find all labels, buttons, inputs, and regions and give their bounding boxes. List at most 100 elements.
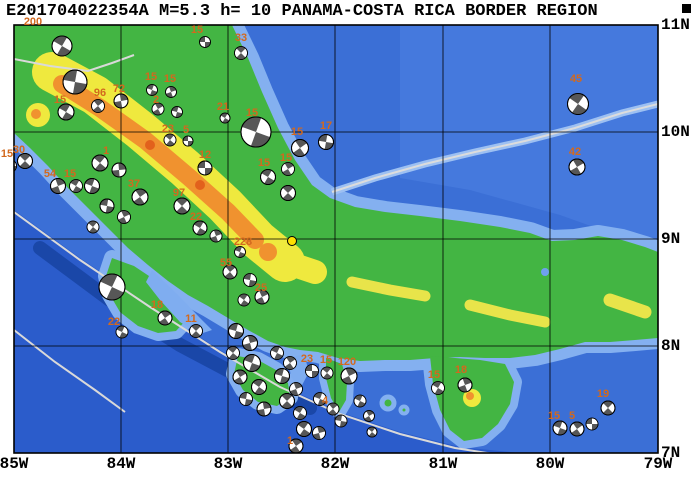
focal-mechanism-ball xyxy=(320,366,334,380)
focal-mechanism-ball xyxy=(256,401,272,417)
island-small xyxy=(398,404,410,416)
focal-mechanism-ball xyxy=(131,188,149,206)
focal-mechanism-ball xyxy=(199,36,211,48)
ball-depth-label: 15 xyxy=(64,168,76,180)
focal-mechanism-ball xyxy=(111,162,127,178)
focal-mechanism-ball xyxy=(291,139,309,157)
border-line xyxy=(14,54,135,73)
focal-mechanism-ball xyxy=(254,289,270,305)
focal-mechanism-ball xyxy=(209,229,223,243)
lon-label: 79W xyxy=(643,455,673,473)
focal-mechanism-ball xyxy=(288,438,304,453)
ball-depth-label: 18 xyxy=(151,299,163,311)
peak-2 xyxy=(195,180,205,190)
ball-depth-label: 18 xyxy=(455,364,467,376)
ball-depth-label: 96 xyxy=(94,87,106,99)
focal-mechanism-ball xyxy=(182,135,194,147)
ball-depth-label: 54 xyxy=(44,168,57,180)
ball-depth-label: 15 xyxy=(291,126,303,138)
focal-mechanism-ball xyxy=(189,324,203,338)
focal-mechanism-ball xyxy=(219,112,231,124)
ball-depth-label: 33 xyxy=(235,32,247,44)
lon-label: 80W xyxy=(535,455,565,473)
focal-mechanism-ball xyxy=(192,220,208,236)
focal-mechanism-ball xyxy=(334,414,348,428)
ball-depth-label: 15 xyxy=(246,107,258,119)
ball-depth-label: 30 xyxy=(13,144,25,156)
ball-depth-label: 2 xyxy=(153,94,159,106)
lon-label: 84W xyxy=(106,455,136,473)
ball-depth-label: 15 xyxy=(258,157,270,169)
focal-mechanism-ball xyxy=(57,103,75,121)
focal-mechanism-ball xyxy=(222,264,238,280)
focal-mechanism-ball xyxy=(568,158,586,176)
ball-depth-label: 15 xyxy=(548,410,560,422)
ball-depth-label: 45 xyxy=(570,73,582,85)
ball-depth-label: 15 xyxy=(428,369,440,381)
focal-mechanism-ball xyxy=(234,46,248,60)
ball-depth-label: 19 xyxy=(597,388,609,400)
focal-mechanism-ball xyxy=(232,369,248,385)
focal-mechanism-ball xyxy=(431,381,445,395)
focal-mechanism-ball xyxy=(173,197,191,215)
gulf-nicoya xyxy=(146,270,212,334)
focal-mechanism-ball xyxy=(62,69,88,95)
ball-depth-label: 120 xyxy=(338,356,356,368)
focal-mechanism-ball xyxy=(283,356,297,370)
ball-depth-label: 42 xyxy=(569,146,581,158)
focal-mechanism-ball xyxy=(567,93,589,115)
ball-depth-label: 22 xyxy=(108,316,120,328)
focal-mechanism-ball xyxy=(226,346,240,360)
page-title: E201704022354A M=5.3 h= 10 PANAMA-COSTA … xyxy=(6,2,598,21)
ball-depth-label: 97 xyxy=(173,187,185,199)
lat-label: 9N xyxy=(661,230,681,248)
focal-mechanism-ball xyxy=(51,35,73,57)
lat-label: 11N xyxy=(661,16,690,34)
map-terrain xyxy=(14,25,658,453)
ball-depth-label: 15 xyxy=(164,73,176,85)
focal-mechanism-ball xyxy=(50,178,66,194)
focal-mechanism-ball xyxy=(260,169,276,185)
focal-mechanism-ball xyxy=(99,198,115,214)
focal-mechanism-ball xyxy=(17,153,33,169)
focal-mechanism-ball xyxy=(239,392,253,406)
ball-depth-label: 15 xyxy=(1,148,13,160)
trench-line xyxy=(14,211,494,453)
ball-depth-label: 200 xyxy=(24,16,42,28)
focal-mechanism-ball xyxy=(281,162,295,176)
focal-mechanism-ball xyxy=(312,426,326,440)
focal-mechanism-ball xyxy=(251,379,267,395)
focal-mechanism-ball xyxy=(270,346,284,360)
focal-mechanism-layer xyxy=(14,35,616,453)
focal-mechanism-ball xyxy=(146,84,158,96)
focal-mechanism-ball xyxy=(240,116,272,148)
lon-label: 83W xyxy=(213,455,243,473)
focal-mechanism-ball xyxy=(363,410,375,422)
focal-mechanism-ball xyxy=(84,178,100,194)
lon-label: 81W xyxy=(428,455,458,473)
ball-depth-label: 23 xyxy=(162,123,174,135)
focal-mechanism-ball xyxy=(293,406,307,420)
ball-depth-label: 37 xyxy=(128,178,140,190)
lon-label: 82W xyxy=(320,455,350,473)
focal-mechanism-ball xyxy=(243,354,261,372)
focal-mechanism-ball xyxy=(163,133,177,147)
highlands-high-blob xyxy=(259,243,277,261)
highlands-mid-east xyxy=(273,250,327,284)
focal-mechanism-ball xyxy=(171,106,183,118)
ball-depth-label: 12 xyxy=(199,149,211,161)
panama-highland-west xyxy=(346,276,431,302)
ball-depth-label: 15 xyxy=(54,94,66,106)
ball-depth-label: 55 xyxy=(220,257,232,269)
focal-mechanism-ball xyxy=(157,310,173,326)
ball-depth-label: 11 xyxy=(185,313,197,325)
focal-mechanism-ball xyxy=(340,367,358,385)
ball-depth-label: 23 xyxy=(301,353,313,365)
focal-mechanism-ball xyxy=(113,93,129,109)
ball-depth-label: 21 xyxy=(217,101,229,113)
focal-mechanism-ball xyxy=(98,273,126,301)
focal-mechanism-ball xyxy=(86,220,100,234)
lat-label: 8N xyxy=(661,337,681,355)
caribbean-boundary-line xyxy=(331,103,658,193)
